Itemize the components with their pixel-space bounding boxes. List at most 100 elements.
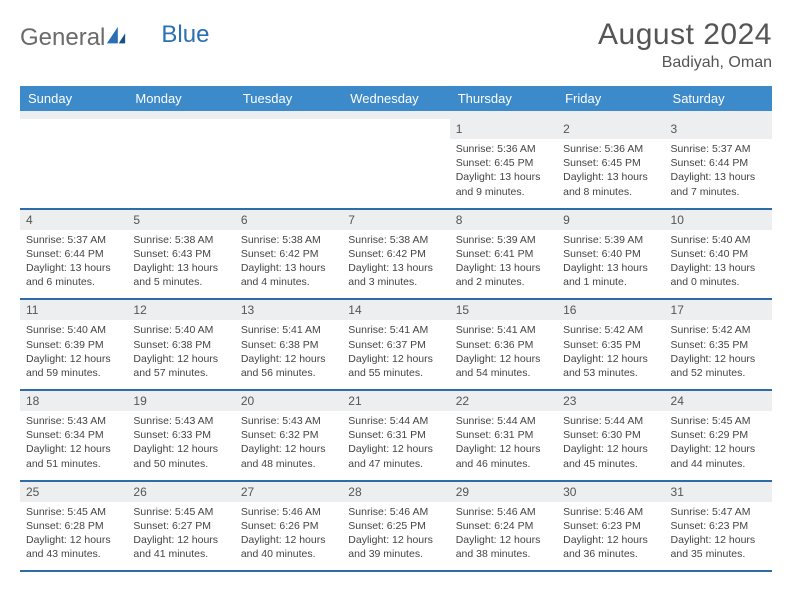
day-details: Sunrise: 5:46 AMSunset: 6:26 PMDaylight:… <box>235 502 342 571</box>
calendar-day-cell <box>235 119 342 209</box>
day-details: Sunrise: 5:36 AMSunset: 6:45 PMDaylight:… <box>557 139 664 208</box>
day-number: 17 <box>665 300 772 320</box>
day-details: Sunrise: 5:40 AMSunset: 6:40 PMDaylight:… <box>665 230 772 299</box>
day-number: 6 <box>235 210 342 230</box>
day-number: 18 <box>20 391 127 411</box>
calendar-week-row: 11Sunrise: 5:40 AMSunset: 6:39 PMDayligh… <box>20 299 772 390</box>
day-number: 21 <box>342 391 449 411</box>
spacer-row <box>20 111 772 119</box>
calendar-day-cell: 1Sunrise: 5:36 AMSunset: 6:45 PMDaylight… <box>450 119 557 209</box>
calendar-day-cell: 4Sunrise: 5:37 AMSunset: 6:44 PMDaylight… <box>20 209 127 300</box>
day-number: 13 <box>235 300 342 320</box>
calendar-day-cell: 8Sunrise: 5:39 AMSunset: 6:41 PMDaylight… <box>450 209 557 300</box>
day-number: 29 <box>450 482 557 502</box>
day-number: 24 <box>665 391 772 411</box>
day-number: 12 <box>127 300 234 320</box>
day-number: 11 <box>20 300 127 320</box>
calendar-day-cell: 5Sunrise: 5:38 AMSunset: 6:43 PMDaylight… <box>127 209 234 300</box>
day-number: 19 <box>127 391 234 411</box>
calendar-week-row: 25Sunrise: 5:45 AMSunset: 6:28 PMDayligh… <box>20 481 772 572</box>
day-details: Sunrise: 5:42 AMSunset: 6:35 PMDaylight:… <box>665 320 772 389</box>
page-header: General Blue August 2024 Badiyah, Oman <box>20 18 772 72</box>
calendar-day-cell: 27Sunrise: 5:46 AMSunset: 6:26 PMDayligh… <box>235 481 342 572</box>
calendar-day-cell: 9Sunrise: 5:39 AMSunset: 6:40 PMDaylight… <box>557 209 664 300</box>
day-details: Sunrise: 5:45 AMSunset: 6:28 PMDaylight:… <box>20 502 127 571</box>
day-details: Sunrise: 5:44 AMSunset: 6:31 PMDaylight:… <box>342 411 449 480</box>
calendar-body: 1Sunrise: 5:36 AMSunset: 6:45 PMDaylight… <box>20 119 772 571</box>
day-details: Sunrise: 5:46 AMSunset: 6:24 PMDaylight:… <box>450 502 557 571</box>
day-number: 9 <box>557 210 664 230</box>
calendar-day-cell: 2Sunrise: 5:36 AMSunset: 6:45 PMDaylight… <box>557 119 664 209</box>
calendar-day-cell: 30Sunrise: 5:46 AMSunset: 6:23 PMDayligh… <box>557 481 664 572</box>
dow-header: Tuesday <box>235 86 342 111</box>
day-details <box>127 125 234 185</box>
day-number: 7 <box>342 210 449 230</box>
day-details: Sunrise: 5:44 AMSunset: 6:30 PMDaylight:… <box>557 411 664 480</box>
day-number: 15 <box>450 300 557 320</box>
calendar-day-cell: 11Sunrise: 5:40 AMSunset: 6:39 PMDayligh… <box>20 299 127 390</box>
day-number: 2 <box>557 119 664 139</box>
calendar-day-cell: 26Sunrise: 5:45 AMSunset: 6:27 PMDayligh… <box>127 481 234 572</box>
day-details: Sunrise: 5:47 AMSunset: 6:23 PMDaylight:… <box>665 502 772 571</box>
calendar-day-cell: 31Sunrise: 5:47 AMSunset: 6:23 PMDayligh… <box>665 481 772 572</box>
day-number: 31 <box>665 482 772 502</box>
dow-header: Sunday <box>20 86 127 111</box>
calendar-day-cell: 29Sunrise: 5:46 AMSunset: 6:24 PMDayligh… <box>450 481 557 572</box>
day-details: Sunrise: 5:40 AMSunset: 6:39 PMDaylight:… <box>20 320 127 389</box>
day-details: Sunrise: 5:46 AMSunset: 6:25 PMDaylight:… <box>342 502 449 571</box>
dow-header: Wednesday <box>342 86 449 111</box>
day-number: 5 <box>127 210 234 230</box>
day-details: Sunrise: 5:45 AMSunset: 6:27 PMDaylight:… <box>127 502 234 571</box>
day-details: Sunrise: 5:37 AMSunset: 6:44 PMDaylight:… <box>20 230 127 299</box>
day-number: 26 <box>127 482 234 502</box>
calendar-week-row: 4Sunrise: 5:37 AMSunset: 6:44 PMDaylight… <box>20 209 772 300</box>
day-details: Sunrise: 5:37 AMSunset: 6:44 PMDaylight:… <box>665 139 772 208</box>
brand-logo: General Blue <box>20 18 209 52</box>
calendar-day-cell: 12Sunrise: 5:40 AMSunset: 6:38 PMDayligh… <box>127 299 234 390</box>
day-details: Sunrise: 5:40 AMSunset: 6:38 PMDaylight:… <box>127 320 234 389</box>
day-details: Sunrise: 5:45 AMSunset: 6:29 PMDaylight:… <box>665 411 772 480</box>
calendar-day-cell: 20Sunrise: 5:43 AMSunset: 6:32 PMDayligh… <box>235 390 342 481</box>
day-number: 8 <box>450 210 557 230</box>
calendar-week-row: 1Sunrise: 5:36 AMSunset: 6:45 PMDaylight… <box>20 119 772 209</box>
calendar-day-cell <box>342 119 449 209</box>
calendar-day-cell: 22Sunrise: 5:44 AMSunset: 6:31 PMDayligh… <box>450 390 557 481</box>
calendar-day-cell: 13Sunrise: 5:41 AMSunset: 6:38 PMDayligh… <box>235 299 342 390</box>
dow-header: Thursday <box>450 86 557 111</box>
calendar-page: General Blue August 2024 Badiyah, Oman S… <box>0 0 792 586</box>
calendar-day-cell: 25Sunrise: 5:45 AMSunset: 6:28 PMDayligh… <box>20 481 127 572</box>
month-title: August 2024 <box>598 18 772 52</box>
day-details: Sunrise: 5:43 AMSunset: 6:32 PMDaylight:… <box>235 411 342 480</box>
location-text: Badiyah, Oman <box>598 54 772 72</box>
calendar-day-cell <box>20 119 127 209</box>
day-details <box>20 125 127 185</box>
day-number: 14 <box>342 300 449 320</box>
day-details: Sunrise: 5:36 AMSunset: 6:45 PMDaylight:… <box>450 139 557 208</box>
day-details: Sunrise: 5:38 AMSunset: 6:42 PMDaylight:… <box>235 230 342 299</box>
calendar-day-cell <box>127 119 234 209</box>
day-number: 4 <box>20 210 127 230</box>
day-number: 30 <box>557 482 664 502</box>
day-number: 20 <box>235 391 342 411</box>
day-details <box>235 125 342 185</box>
brand-sail-icon <box>105 25 127 47</box>
day-number: 1 <box>450 119 557 139</box>
day-details: Sunrise: 5:38 AMSunset: 6:43 PMDaylight:… <box>127 230 234 299</box>
calendar-day-cell: 14Sunrise: 5:41 AMSunset: 6:37 PMDayligh… <box>342 299 449 390</box>
day-details: Sunrise: 5:42 AMSunset: 6:35 PMDaylight:… <box>557 320 664 389</box>
day-number: 28 <box>342 482 449 502</box>
day-details: Sunrise: 5:41 AMSunset: 6:37 PMDaylight:… <box>342 320 449 389</box>
calendar-day-cell: 19Sunrise: 5:43 AMSunset: 6:33 PMDayligh… <box>127 390 234 481</box>
day-details: Sunrise: 5:44 AMSunset: 6:31 PMDaylight:… <box>450 411 557 480</box>
day-number: 25 <box>20 482 127 502</box>
day-number: 22 <box>450 391 557 411</box>
day-details: Sunrise: 5:41 AMSunset: 6:38 PMDaylight:… <box>235 320 342 389</box>
calendar-day-cell: 17Sunrise: 5:42 AMSunset: 6:35 PMDayligh… <box>665 299 772 390</box>
dow-header: Monday <box>127 86 234 111</box>
calendar-day-cell: 10Sunrise: 5:40 AMSunset: 6:40 PMDayligh… <box>665 209 772 300</box>
calendar-day-cell: 15Sunrise: 5:41 AMSunset: 6:36 PMDayligh… <box>450 299 557 390</box>
day-number: 27 <box>235 482 342 502</box>
day-number: 23 <box>557 391 664 411</box>
calendar-day-cell: 7Sunrise: 5:38 AMSunset: 6:42 PMDaylight… <box>342 209 449 300</box>
day-details: Sunrise: 5:43 AMSunset: 6:33 PMDaylight:… <box>127 411 234 480</box>
